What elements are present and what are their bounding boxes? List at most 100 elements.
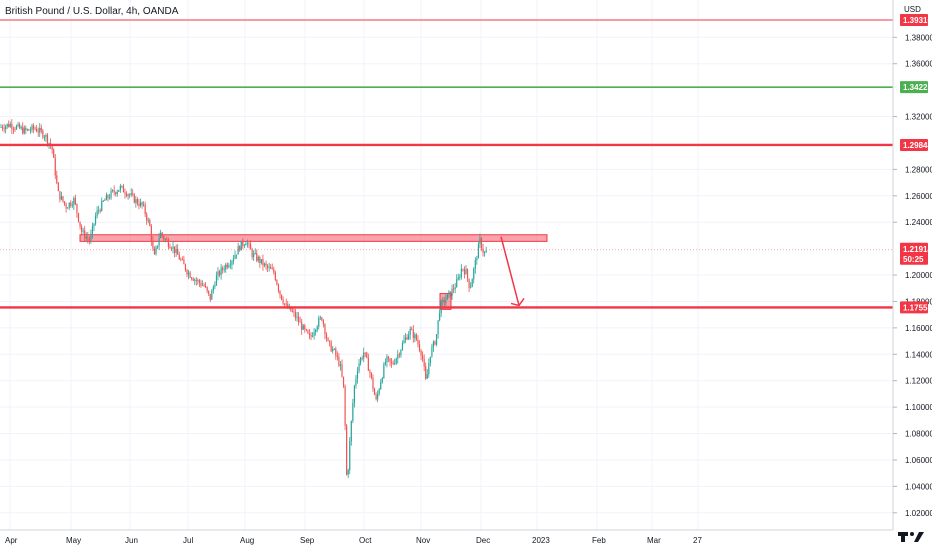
candle-body [367,357,369,371]
candle-body [248,243,250,245]
candle-body [291,311,293,312]
candle-body [93,223,95,227]
candle-body [425,366,427,379]
candle-body [307,330,309,334]
candle-body [386,356,388,363]
candle-body [1,126,4,129]
candle-body [141,202,143,205]
resistance-zone[interactable] [79,234,548,242]
time-axis[interactable]: Apr May Jun Jul Aug Sep Oct Nov Dec 2023 Feb Mar 27 [5,536,702,545]
candle-body [352,403,354,421]
candle-body [209,293,211,300]
candle-body [257,257,259,261]
current-price-badge [900,242,928,265]
tradingview-logo[interactable] [897,528,927,546]
candle-body [262,258,264,266]
candle-body [459,277,461,278]
candle-body [366,352,368,358]
candle-body [203,284,205,286]
price-tick-label: 1.32000 [905,113,932,122]
candle-body [17,124,19,126]
candle-body [302,325,304,330]
annotation-zones[interactable] [79,234,548,310]
candle-body [9,124,11,127]
candle-body [423,358,425,367]
candle-body [36,128,38,132]
candle-body [480,238,483,249]
price-tick-label: 1.10000 [905,403,932,412]
candle-body [456,279,458,288]
candle-body [71,205,73,206]
candle-body [192,278,194,281]
candle-body [39,127,41,133]
candle-body [443,299,445,304]
price-tick-label: 1.20000 [905,271,932,280]
candle-body [56,175,58,183]
time-tick-label: Jul [183,536,193,545]
candle-body [26,129,28,131]
candle-body [335,348,337,356]
candle-body [160,232,162,238]
candle-body [147,220,149,222]
candle-body [122,185,125,193]
candle-body [46,134,49,144]
candle-body [271,268,273,270]
candle-body [31,125,33,131]
time-tick-label: Dec [476,536,490,545]
time-tick-label: Aug [240,536,254,545]
candle-body [177,248,179,255]
candle-body [101,200,103,211]
candle-body [448,291,450,295]
candle-body [428,363,430,375]
candle-body [384,362,386,365]
candle-body [169,246,171,249]
candle-body [121,185,123,187]
candle-body [62,196,64,202]
candle-body [205,285,207,287]
candle-body [76,203,78,214]
candle-body [454,287,456,290]
candle-body [290,306,292,312]
candle-body [57,182,59,192]
candle-body [301,322,303,330]
candle-body [277,284,280,291]
candle-body [350,420,352,442]
candle-body [270,267,272,269]
projection-arrow[interactable] [500,236,525,307]
price-tick-label: 1.28000 [905,165,932,174]
price-axis[interactable]: 1.38000 1.36000 1.32000 1.28000 1.26000 1.240… [893,33,932,518]
projection-line[interactable] [500,236,520,306]
horizontal-levels[interactable] [0,19,893,309]
candle-body [225,264,227,270]
candle-body [133,194,135,203]
candle-body [408,334,410,340]
price-tick-label: 1.08000 [905,430,932,439]
candle-body [404,337,407,340]
candle-body [194,279,196,281]
candle-body [51,145,53,150]
candle-body [110,190,112,198]
candle-body [246,243,249,245]
level-badge [900,138,928,151]
candle-body [394,363,396,365]
candle-body [342,376,345,387]
candle-body [236,254,238,256]
candle-body [91,226,94,235]
candle-body [144,204,146,215]
candle-body [310,334,312,337]
candle-body [451,288,453,297]
candle-body [417,339,419,345]
level-badge-label: 1.29848 [903,141,932,150]
candle-body [153,248,156,255]
unit-label: USD [904,5,921,14]
candle-body [164,239,166,241]
candle-body [239,246,241,251]
candle-body [68,202,70,208]
candle-body [11,124,13,129]
candle-body [132,193,134,195]
candle-body [90,234,92,241]
candle-body [34,128,36,130]
candle-body [150,226,152,242]
candle-body [313,332,315,337]
